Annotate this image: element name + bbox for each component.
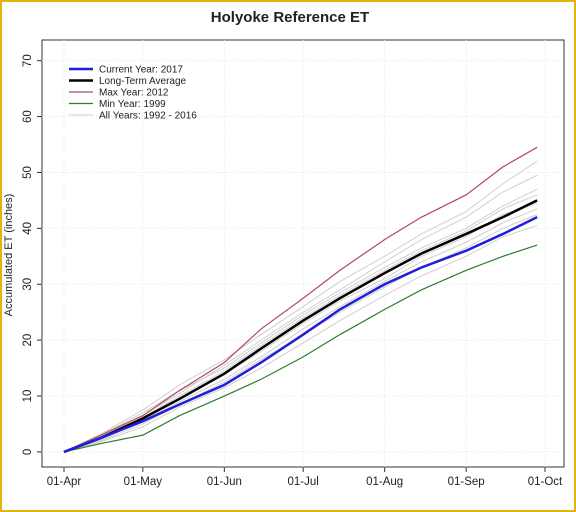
legend-label: Long-Term Average [99, 76, 187, 87]
y-tick-label: 50 [22, 166, 34, 179]
y-tick-label: 60 [22, 110, 34, 123]
year-line [63, 188, 538, 453]
chart-title: Holyoke Reference ET [211, 9, 369, 26]
y-tick-label: 10 [22, 390, 34, 403]
y-tick-label: 40 [22, 222, 34, 235]
y-tick-label: 70 [22, 54, 34, 67]
year-line [63, 225, 538, 453]
x-tick-label: 01-Sep [448, 476, 485, 488]
x-tick-label: 01-Oct [528, 476, 563, 488]
legend-label: Min Year: 1999 [99, 99, 166, 110]
y-axis-label: Accumulated ET (inches) [3, 194, 15, 317]
legend-label: All Years: 1992 - 2016 [99, 111, 197, 122]
x-tick-label: 01-May [124, 476, 163, 488]
x-tick-label: 01-Jun [207, 476, 242, 488]
x-tick-label: 01-Apr [47, 476, 82, 488]
y-tick-label: 30 [22, 278, 34, 291]
y-tick-label: 20 [22, 334, 34, 347]
x-tick-label: 01-Aug [366, 476, 403, 488]
y-tick-label: 0 [22, 449, 34, 455]
series-line [63, 199, 538, 454]
series-line [63, 146, 538, 453]
legend-label: Max Year: 2012 [99, 88, 169, 99]
series-line [63, 216, 538, 454]
series-line [63, 244, 538, 453]
legend-label: Current Year: 2017 [99, 65, 183, 76]
x-tick-label: 01-Jul [288, 476, 319, 488]
year-line [63, 160, 538, 453]
